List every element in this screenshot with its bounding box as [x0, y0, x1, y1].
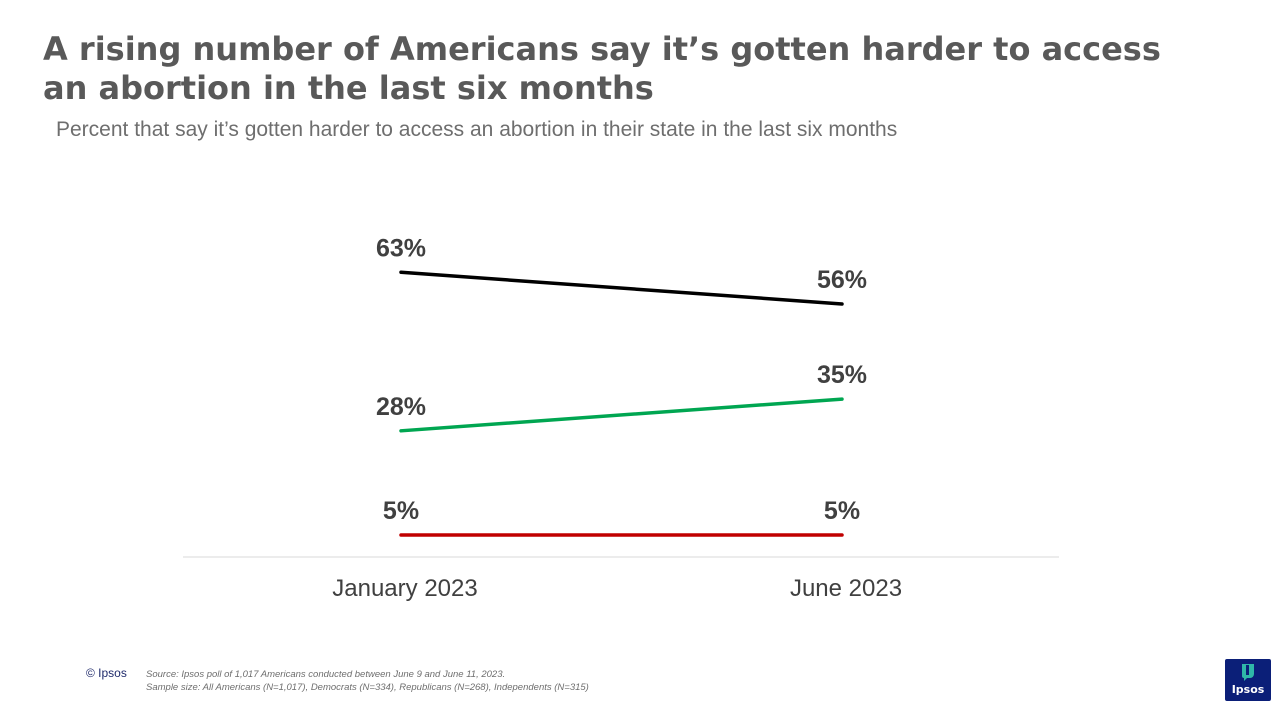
data-label-all-americans-1: 63%	[376, 234, 426, 262]
ipsos-logo: Ipsos	[1225, 659, 1271, 701]
sample-size-line: Sample size: All Americans (N=1,017), De…	[146, 682, 589, 693]
data-label-republicans-2: 5%	[824, 497, 860, 525]
data-label-all-americans-2: 56%	[817, 266, 867, 294]
data-label-republicans-1: 5%	[383, 497, 419, 525]
copyright: © Ipsos	[86, 666, 127, 680]
series-line-all-americans	[399, 270, 844, 306]
logo-icon	[1242, 664, 1254, 681]
x-tick-label-2: June 2023	[790, 575, 902, 602]
chart-title: A rising number of Americans say it’s go…	[43, 30, 1161, 107]
source-line: Source: Ipsos poll of 1,017 Americans co…	[146, 669, 506, 680]
data-label-independents-1: 28%	[376, 393, 426, 421]
chart-subtitle: Percent that say it’s gotten harder to a…	[56, 118, 898, 141]
source-note: Source: Ipsos poll of 1,017 Americans co…	[146, 668, 589, 694]
logo-text: Ipsos	[1231, 683, 1265, 696]
data-label-independents-2: 35%	[817, 361, 867, 389]
series-line-independents	[399, 397, 844, 433]
x-tick-label-1: January 2023	[332, 575, 477, 602]
